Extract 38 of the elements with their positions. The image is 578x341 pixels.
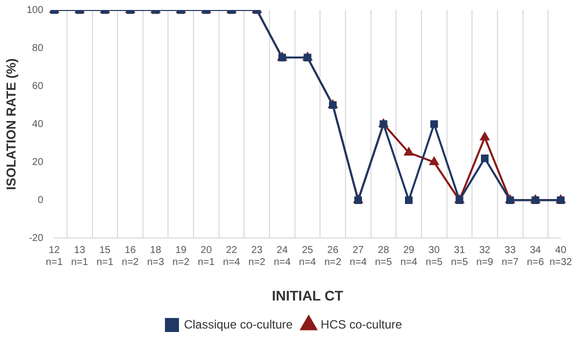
- x-tick-label: 15 n=1: [96, 244, 114, 268]
- point: [430, 120, 438, 128]
- y-tick-label: 60: [32, 80, 44, 92]
- y-axis-title: ISOLATION RATE (%): [3, 58, 18, 190]
- point: [480, 132, 490, 140]
- x-tick-label: 27 n=4: [350, 244, 368, 268]
- x-tick-label: 30 n=5: [426, 244, 444, 268]
- x-tick-label: 32 n=9: [476, 244, 494, 268]
- y-tick-label: 100: [26, 4, 44, 16]
- legend-label: HCS co-culture: [320, 317, 402, 332]
- point: [480, 154, 489, 162]
- x-tick-label: 29 n=4: [400, 244, 418, 268]
- x-tick-label: 13 n=1: [71, 244, 89, 268]
- x-tick-label: 23 n=2: [248, 244, 266, 268]
- point: [404, 196, 413, 204]
- y-tick-label: -20: [28, 232, 44, 244]
- point: [430, 157, 439, 166]
- x-tick-label: 28 n=5: [374, 244, 392, 268]
- y-tick-label: 40: [32, 118, 44, 130]
- x-tick-label: 12 n=1: [46, 244, 64, 268]
- x-tick-label: 19 n=2: [172, 244, 190, 268]
- x-tick-label: 26 n=2: [324, 244, 342, 268]
- point: [404, 148, 414, 156]
- x-tick-label: 34 n=6: [526, 244, 544, 268]
- x-tick-label: 33 n=7: [502, 244, 520, 268]
- y-tick-label: 80: [32, 42, 44, 54]
- x-tick-label: 16 n=2: [122, 244, 140, 268]
- y-tick-label: 20: [32, 156, 44, 168]
- y-tick-label: 0: [38, 194, 44, 206]
- x-tick-label: 40 n=32: [549, 244, 572, 268]
- x-tick-label: 20 n=1: [198, 244, 216, 268]
- x-tick-label: 24 n=4: [274, 244, 292, 268]
- x-tick-label: 18 n=3: [147, 244, 164, 268]
- x-tick-label: 25 n=4: [299, 244, 316, 268]
- x-tick-label: 22 n=4: [223, 244, 240, 268]
- x-axis-title: INITIAL CT: [272, 287, 344, 304]
- legend-label: Classique co-culture: [184, 317, 294, 332]
- x-tick-label: 31 n=5: [450, 244, 468, 268]
